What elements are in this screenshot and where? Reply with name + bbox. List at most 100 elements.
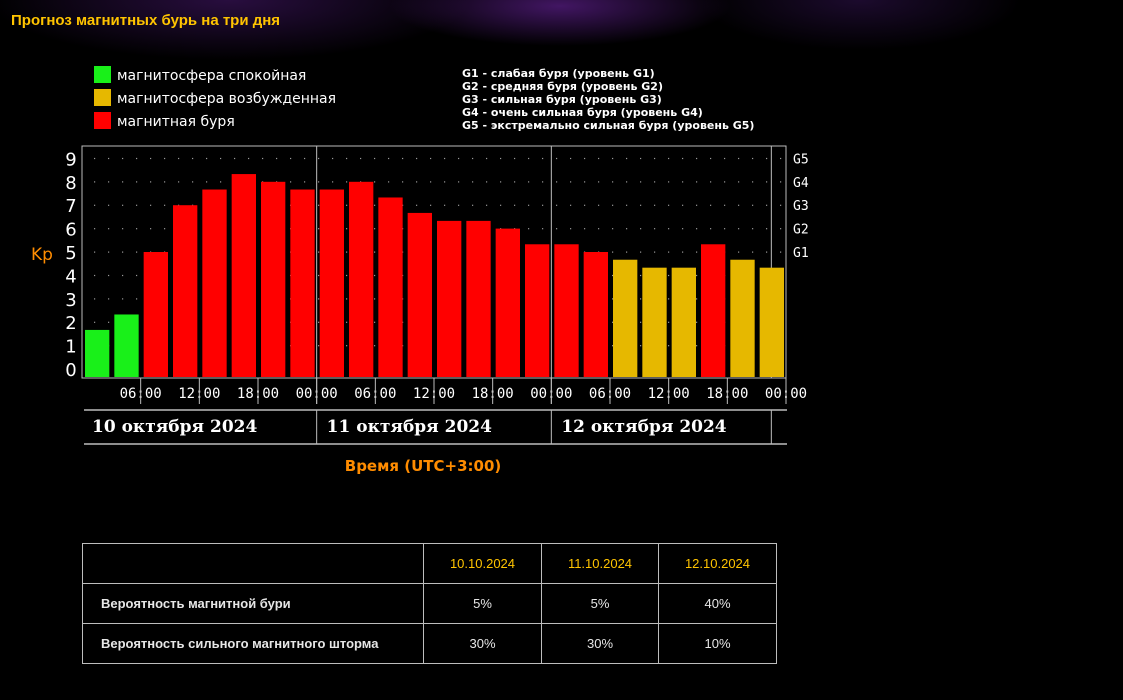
table-cell: 40%: [658, 583, 777, 624]
grid-dot: [696, 228, 698, 230]
grid-dot: [374, 321, 376, 323]
grid-dot: [108, 181, 110, 183]
grid-dot: [570, 204, 572, 206]
grid-dot: [612, 274, 614, 277]
grid-dot: [178, 157, 180, 160]
grid-dot: [346, 181, 348, 183]
grid-dot: [696, 157, 698, 160]
x-axis-ticks: 06:00 12:00 18:00 00:00 06:00 12:00 18:00 00:00…: [120, 386, 807, 402]
grid-dot: [710, 228, 712, 230]
grid-dot: [640, 228, 642, 230]
grid-dot: [472, 157, 474, 160]
grid-dot: [780, 157, 782, 160]
grid-dot: [388, 157, 390, 160]
grid-dot: [584, 157, 586, 160]
grid-dot: [612, 345, 614, 347]
grid-dot: [766, 204, 768, 206]
legend-swatch-unsettled: [94, 89, 111, 106]
grid-dot: [94, 181, 96, 183]
g-tick-label: G5: [793, 152, 809, 167]
grid-dot: [486, 204, 488, 206]
grid-dot: [640, 157, 642, 160]
grid-dot: [682, 204, 684, 206]
table-row: Вероятность магнитной бури 5% 5% 40%: [82, 583, 777, 624]
grid-dot: [542, 181, 544, 183]
grid-dot: [486, 157, 488, 160]
grid-dot: [206, 181, 208, 183]
bar: [85, 329, 110, 377]
grid-dot: [346, 321, 348, 323]
grid-dot: [556, 157, 558, 160]
bar: [437, 220, 462, 377]
grid-dot: [570, 157, 572, 160]
grid-dot: [374, 298, 376, 300]
grid-dot: [122, 204, 124, 206]
grid-dot: [612, 251, 614, 253]
grid-dot: [752, 204, 754, 206]
grid-dot: [192, 181, 194, 183]
grid-dot: [500, 204, 502, 206]
grid-dot: [612, 298, 614, 300]
grid-dot: [108, 321, 110, 323]
grid-dot: [136, 228, 138, 230]
grid-dot: [598, 157, 600, 160]
grid-dot: [472, 181, 474, 183]
grid-dot: [374, 204, 376, 206]
grid-dot: [318, 321, 320, 323]
y-tick-label: 0: [65, 360, 76, 381]
bar: [554, 244, 579, 377]
table-row-label: Вероятность сильного магнитного шторма: [82, 623, 424, 664]
grid-dot: [724, 157, 726, 160]
grid-dot: [500, 157, 502, 160]
table-date-header: 11.10.2024: [541, 543, 659, 584]
bar: [349, 181, 374, 377]
grid-dot: [654, 228, 656, 230]
y-axis-label: Kp: [31, 245, 53, 265]
grid-dot: [668, 251, 670, 253]
grid-dot: [136, 251, 138, 253]
grid-dot: [738, 251, 740, 253]
grid-dot: [738, 181, 740, 183]
g-level-legend-g1: G1 - слабая буря (уровень G1): [462, 67, 655, 80]
bar: [495, 228, 520, 377]
y-tick-label: 9: [65, 149, 76, 170]
grid-dot: [472, 204, 474, 206]
grid-dot: [514, 181, 516, 183]
bar: [613, 259, 638, 377]
grid-dot: [318, 157, 320, 160]
grid-dot: [696, 251, 698, 253]
day-labels: 10 октября 2024 11 октября 2024 12 октября…: [92, 417, 727, 437]
bar: [642, 267, 667, 377]
grid-dot: [696, 345, 698, 347]
grid-dot: [724, 204, 726, 206]
grid-dot: [514, 157, 516, 160]
grid-dot: [780, 228, 782, 230]
grid-dot: [332, 157, 334, 160]
grid-dot: [444, 181, 446, 183]
grid-dot: [710, 181, 712, 183]
grid-dot: [528, 157, 530, 160]
grid-dot: [164, 228, 166, 230]
probability-table: 10.10.2024 11.10.2024 12.10.2024 Вероятн…: [82, 543, 777, 664]
grid-dot: [626, 204, 628, 206]
grid-dot: [640, 181, 642, 183]
g-level-legend: G1 - слабая буря (уровень G1) G2 - средн…: [462, 67, 754, 132]
y-tick-label: 3: [65, 290, 76, 311]
grid-dot: [598, 181, 600, 183]
grid-dot: [766, 251, 768, 253]
grid-dot: [654, 204, 656, 206]
grid-dot: [94, 251, 96, 253]
grid-dot: [668, 181, 670, 183]
grid-dot: [640, 298, 642, 300]
grid-dot: [682, 251, 684, 253]
grid-dot: [248, 157, 250, 160]
grid-dot: [346, 298, 348, 300]
grid-dot: [150, 228, 152, 230]
grid-dot: [318, 204, 320, 206]
grid-dot: [556, 204, 558, 206]
grid-dot: [542, 204, 544, 206]
grid-dot: [374, 274, 376, 277]
g-level-legend-g3: G3 - сильная буря (уровень G3): [462, 93, 662, 106]
bar: [759, 267, 784, 377]
table-date-header: 10.10.2024: [423, 543, 542, 584]
